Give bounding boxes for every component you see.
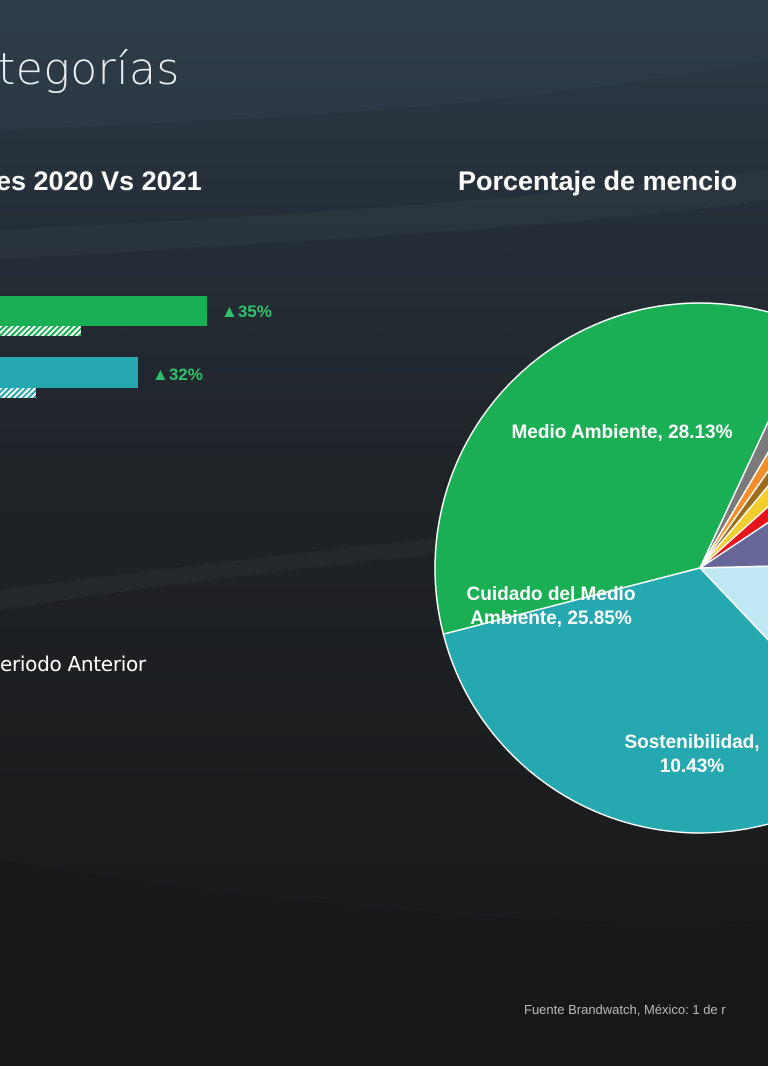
bar-previous-1 xyxy=(0,326,81,336)
bar-delta-1: ▲35% xyxy=(221,302,272,321)
bar-current-1 xyxy=(0,296,207,326)
pie-label-0: Medio Ambiente, 28.13% xyxy=(511,422,732,443)
pie-slice-4 xyxy=(699,485,768,569)
pie-slice-2 xyxy=(699,451,768,569)
bar-delta-2: ▲32% xyxy=(152,365,203,384)
pie-label-8: Cuidado del Medio Ambiente, 25.85% xyxy=(467,584,636,629)
legend-previous-period: eriodo Anterior xyxy=(0,652,146,676)
pie-slice-3 xyxy=(699,470,768,569)
pie-slice-8 xyxy=(442,567,768,834)
pie-chart-subtitle: Porcentaje de mencio xyxy=(458,166,738,196)
bar-chart-subtitle: es 2020 Vs 2021 xyxy=(0,166,202,196)
pie-slice-6 xyxy=(697,521,768,569)
pie-slice-5 xyxy=(699,505,768,569)
pie-slice-0 xyxy=(434,302,768,636)
page-title: tegorías xyxy=(0,44,180,95)
bar-current-2 xyxy=(0,357,138,388)
pie-label-7: Sostenibilidad, 10.43% xyxy=(624,732,759,777)
bar-previous-2 xyxy=(0,388,36,398)
source-note: Fuente Brandwatch, México: 1 de r xyxy=(524,1002,726,1017)
